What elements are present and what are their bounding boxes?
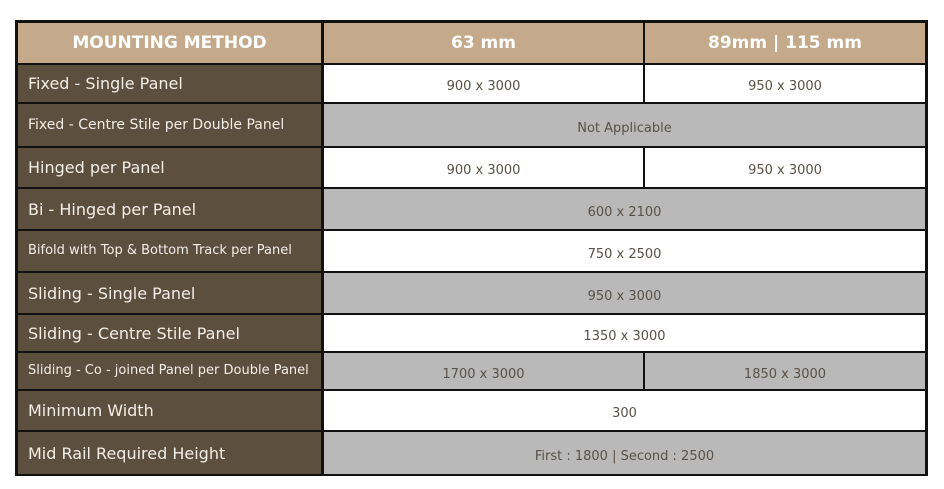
table-row: Bifold with Top & Bottom Track per Panel… xyxy=(18,231,925,273)
mounting-table: MOUNTING METHOD 63 mm 89mm | 115 mm Fixe… xyxy=(15,20,928,476)
table-header: MOUNTING METHOD 63 mm 89mm | 115 mm xyxy=(18,23,925,65)
row-label: Sliding - Co - joined Panel per Double P… xyxy=(18,353,324,389)
row-label: Bifold with Top & Bottom Track per Panel xyxy=(18,231,324,271)
table-row: Sliding - Co - joined Panel per Double P… xyxy=(18,353,925,391)
table-row: Minimum Width 300 xyxy=(18,391,925,432)
table-row: Fixed - Single Panel 900 x 3000 950 x 3000 xyxy=(18,65,925,104)
row-label: Sliding - Single Panel xyxy=(18,273,324,313)
table-row: Mid Rail Required Height First : 1800 | S… xyxy=(18,432,925,474)
row-value-63mm: 900 x 3000 xyxy=(324,65,645,102)
row-label: Fixed - Single Panel xyxy=(18,65,324,102)
row-value-63mm: 1700 x 3000 xyxy=(324,353,645,389)
table-row: Hinged per Panel 900 x 3000 950 x 3000 xyxy=(18,148,925,189)
row-label: Sliding - Centre Stile Panel xyxy=(18,315,324,351)
row-value-89-115mm: 950 x 3000 xyxy=(645,148,925,187)
table-row: Sliding - Centre Stile Panel 1350 x 3000 xyxy=(18,315,925,353)
row-value-63mm: 900 x 3000 xyxy=(324,148,645,187)
row-value: Not Applicable xyxy=(324,104,925,146)
header-63mm: 63 mm xyxy=(324,23,645,63)
row-value: 950 x 3000 xyxy=(324,273,925,313)
row-label: Fixed - Centre Stile per Double Panel xyxy=(18,104,324,146)
table-row: Fixed - Centre Stile per Double Panel Not… xyxy=(18,104,925,148)
row-value: 1350 x 3000 xyxy=(324,315,925,351)
table-row: Sliding - Single Panel 950 x 3000 xyxy=(18,273,925,315)
header-89-115mm: 89mm | 115 mm xyxy=(645,23,925,63)
row-label: Hinged per Panel xyxy=(18,148,324,187)
header-mounting-method: MOUNTING METHOD xyxy=(18,23,324,63)
row-label: Minimum Width xyxy=(18,391,324,430)
row-label: Bi - Hinged per Panel xyxy=(18,189,324,229)
row-label: Mid Rail Required Height xyxy=(18,432,324,474)
row-value-89-115mm: 950 x 3000 xyxy=(645,65,925,102)
row-value: 750 x 2500 xyxy=(324,231,925,271)
row-value: First : 1800 | Second : 2500 xyxy=(324,432,925,474)
row-value: 300 xyxy=(324,391,925,430)
table-row: Bi - Hinged per Panel 600 x 2100 xyxy=(18,189,925,231)
row-value-89-115mm: 1850 x 3000 xyxy=(645,353,925,389)
row-value: 600 x 2100 xyxy=(324,189,925,229)
